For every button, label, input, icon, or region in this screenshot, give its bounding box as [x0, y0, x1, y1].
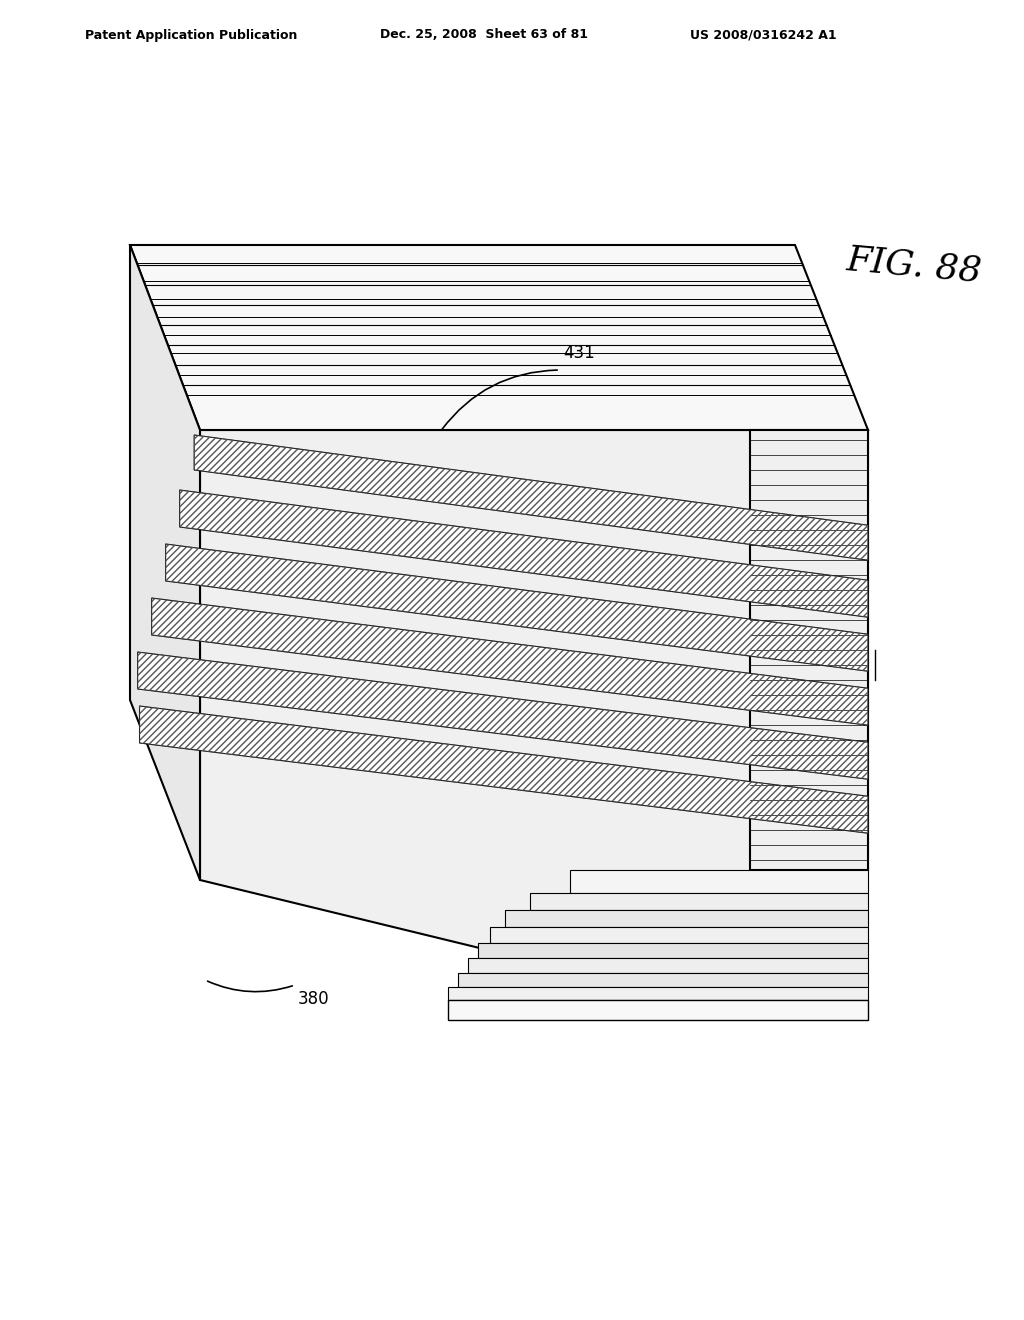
Polygon shape — [449, 1001, 868, 1020]
Polygon shape — [530, 894, 868, 909]
Polygon shape — [166, 544, 868, 672]
Polygon shape — [137, 652, 868, 779]
Text: Patent Application Publication: Patent Application Publication — [85, 29, 297, 41]
Polygon shape — [458, 973, 868, 987]
Polygon shape — [139, 706, 868, 833]
Polygon shape — [130, 246, 200, 880]
Text: US 2008/0316242 A1: US 2008/0316242 A1 — [690, 29, 837, 41]
Polygon shape — [468, 958, 868, 973]
Text: 380: 380 — [298, 990, 330, 1008]
Polygon shape — [179, 490, 868, 618]
Polygon shape — [490, 927, 868, 942]
Polygon shape — [570, 870, 868, 894]
Polygon shape — [449, 987, 868, 1001]
Polygon shape — [130, 246, 868, 430]
Polygon shape — [750, 430, 868, 870]
Text: FIG. 88: FIG. 88 — [845, 242, 983, 288]
Polygon shape — [200, 430, 868, 970]
Text: 431: 431 — [563, 345, 595, 362]
Text: Dec. 25, 2008  Sheet 63 of 81: Dec. 25, 2008 Sheet 63 of 81 — [380, 29, 588, 41]
Polygon shape — [478, 942, 868, 958]
Polygon shape — [195, 436, 868, 560]
Polygon shape — [152, 598, 868, 725]
Polygon shape — [505, 909, 868, 927]
